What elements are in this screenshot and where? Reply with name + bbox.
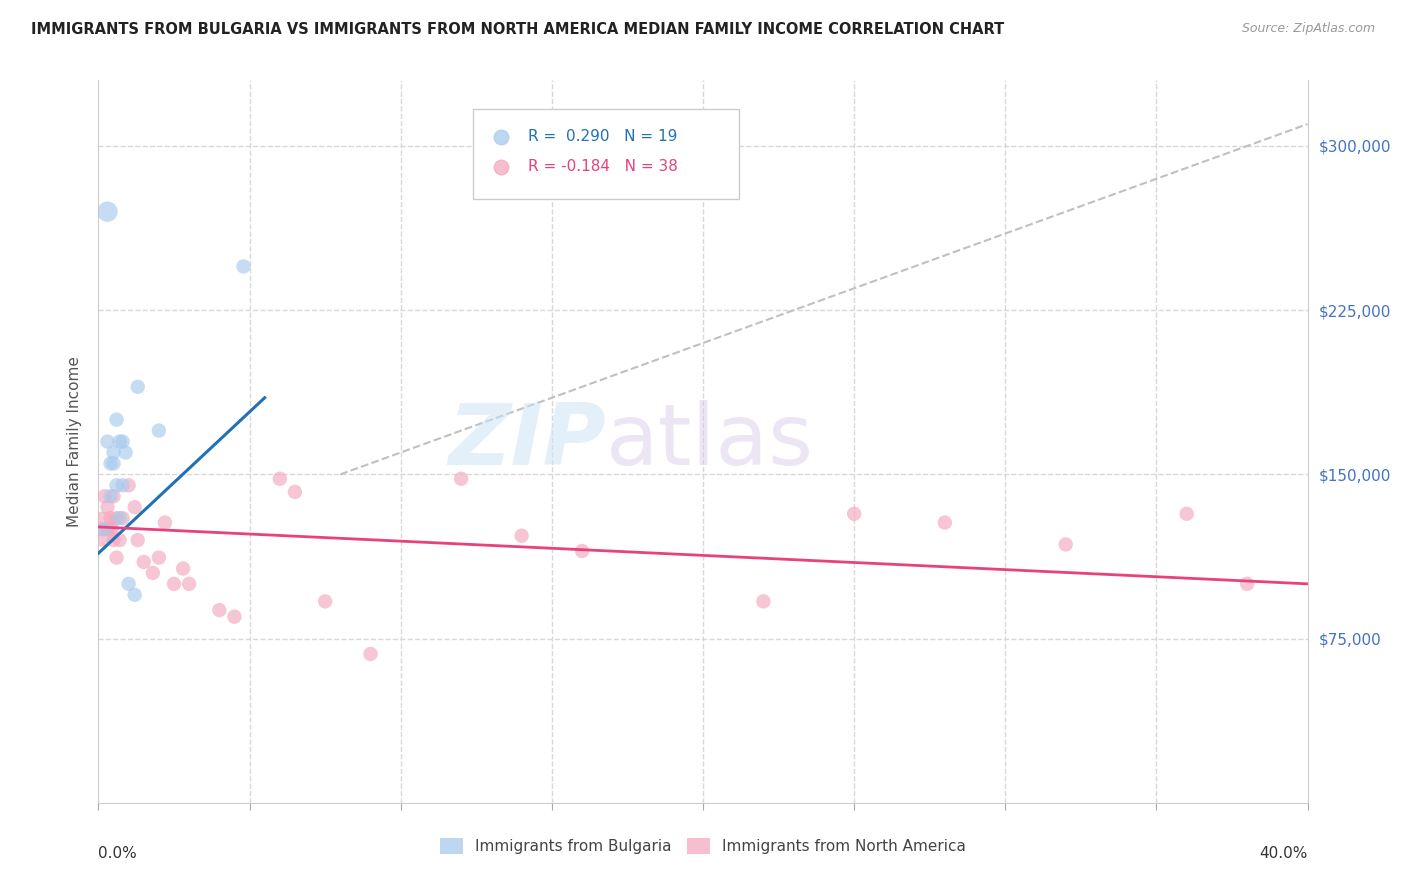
FancyBboxPatch shape (474, 109, 740, 200)
Text: 40.0%: 40.0% (1260, 847, 1308, 861)
Point (172, 561, 194, 575)
Legend: Immigrants from Bulgaria, Immigrants from North America: Immigrants from Bulgaria, Immigrants fro… (434, 832, 972, 860)
Point (93, 489, 115, 503)
Point (163, 577, 186, 591)
Point (90, 522, 112, 536)
Point (360, 647, 382, 661)
Point (142, 566, 165, 580)
Point (118, 478, 141, 492)
Text: Source: ZipAtlas.com: Source: ZipAtlas.com (1241, 22, 1375, 36)
Text: R =  0.290   N = 19: R = 0.290 N = 19 (527, 129, 678, 145)
Point (100, 457, 122, 471)
Point (111, 478, 134, 492)
Point (127, 533, 149, 547)
Point (269, 472, 291, 486)
Point (510, 529, 533, 543)
Point (96, 500, 118, 515)
Point (96, 522, 118, 536)
Point (114, 445, 136, 459)
Point (571, 544, 593, 558)
Point (93, 522, 115, 536)
Text: R = -0.184   N = 38: R = -0.184 N = 38 (527, 160, 678, 175)
Point (1175, 507, 1198, 521)
Point (103, 533, 125, 547)
Point (208, 603, 231, 617)
Point (1094, 796, 1116, 810)
Point (1236, 577, 1258, 591)
Text: 0.0%: 0.0% (98, 847, 138, 861)
Point (103, 445, 125, 459)
Point (284, 484, 307, 499)
Text: ZIP: ZIP (449, 400, 606, 483)
Point (450, 472, 472, 486)
Point (118, 577, 141, 591)
Y-axis label: Median Family Income: Median Family Income (67, 356, 83, 527)
Point (132, 555, 155, 569)
Point (96, 204, 118, 219)
Point (105, 550, 128, 565)
Point (96, 434, 118, 449)
Point (127, 380, 149, 394)
Text: IMMIGRANTS FROM BULGARIA VS IMMIGRANTS FROM NORTH AMERICA MEDIAN FAMILY INCOME C: IMMIGRANTS FROM BULGARIA VS IMMIGRANTS F… (31, 22, 1004, 37)
Point (148, 424, 170, 438)
Point (103, 489, 125, 503)
Point (100, 511, 122, 525)
Point (179, 577, 201, 591)
Point (934, 516, 956, 530)
Point (103, 457, 125, 471)
Point (100, 489, 122, 503)
Point (124, 500, 146, 515)
Point (100, 522, 122, 536)
Point (108, 511, 131, 525)
Point (314, 594, 336, 608)
Point (90, 522, 112, 536)
Point (148, 550, 170, 565)
Point (111, 511, 134, 525)
Point (844, 507, 866, 521)
Point (105, 511, 128, 525)
Point (111, 434, 134, 449)
Point (108, 434, 131, 449)
Point (124, 588, 146, 602)
Point (153, 516, 176, 530)
Point (752, 594, 775, 608)
Point (232, 260, 254, 274)
Point (1054, 537, 1077, 551)
Text: atlas: atlas (606, 400, 814, 483)
Point (108, 533, 131, 547)
Point (1094, 796, 1116, 810)
Point (105, 478, 128, 492)
Point (105, 412, 128, 426)
Point (224, 609, 246, 624)
